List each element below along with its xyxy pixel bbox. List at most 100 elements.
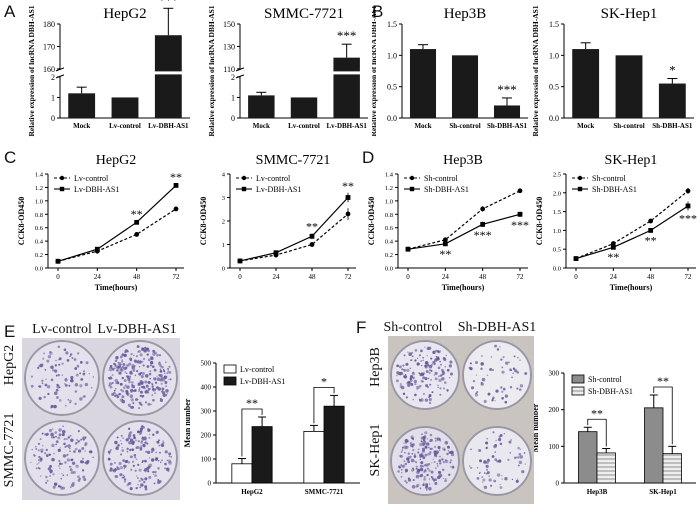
y-tick-label: 1.2 xyxy=(35,185,43,192)
panel-label-f: F xyxy=(356,318,367,337)
series-line xyxy=(57,184,177,262)
chart-c-hepg2: HepG2 CCK8-OD450 Time(hours) 0.0 0.2 0.4 0.6 0.… xyxy=(8,150,188,310)
x-tick-label: Mock xyxy=(253,122,270,130)
y-tick-label: 0.4 xyxy=(35,239,44,246)
data-point xyxy=(442,241,448,247)
significance-marker: *** xyxy=(679,211,697,225)
axis-break-gap xyxy=(236,69,244,76)
x-tick-label: Sh-control xyxy=(613,122,644,130)
panel-label-c: C xyxy=(4,148,17,167)
legend-marker xyxy=(577,186,583,192)
dish-hepg2-lv-dbh-as1 xyxy=(102,340,178,416)
legend-label: Lv-control xyxy=(240,365,275,374)
bar xyxy=(572,49,600,118)
y-axis-label: Relative expression of lncRNA DBH-AS1 xyxy=(27,5,36,136)
y-tick-label: 0.8 xyxy=(385,212,393,219)
y-tick-label: 200 xyxy=(201,432,212,440)
x-tick-label: 48 xyxy=(647,273,655,281)
data-point xyxy=(685,188,691,194)
y-axis-label: CCK8-OD450 xyxy=(17,197,26,245)
x-tick-label: Hep3B xyxy=(587,488,608,496)
y-axis-label: CCK8-OD450 xyxy=(367,197,376,245)
x-tick-label: 48 xyxy=(133,273,141,281)
significance-marker: * xyxy=(669,63,676,78)
bar xyxy=(596,452,616,484)
legend-label: Sh-DBH-AS1 xyxy=(588,387,633,396)
dish-colonies xyxy=(102,420,178,496)
y-tick-label: 3 xyxy=(222,195,225,202)
legend-label: Lv-control xyxy=(256,174,291,183)
dish-colonies xyxy=(390,340,460,410)
y-tick-label: 1.0 xyxy=(35,198,43,205)
bar xyxy=(493,105,521,118)
x-tick-label: 0 xyxy=(56,273,60,281)
x-tick-label: 72 xyxy=(345,273,353,281)
data-point xyxy=(309,242,315,247)
bar-break xyxy=(332,71,361,75)
y-tick-label: 0 xyxy=(231,114,235,123)
dish-colonies xyxy=(102,340,178,416)
bar xyxy=(323,405,345,484)
bar xyxy=(644,407,664,484)
series-line xyxy=(239,197,349,262)
y-tick-label: 1 xyxy=(231,93,235,102)
y-tick-label: 1.5 xyxy=(549,20,559,29)
x-tick-label: 48 xyxy=(309,273,317,281)
y-tick-label: 150 xyxy=(223,20,235,29)
legend-marker xyxy=(577,175,583,181)
x-tick-label: HepG2 xyxy=(241,488,263,496)
significance-bracket xyxy=(587,418,607,447)
chart-title: Hep3B xyxy=(444,6,487,22)
y-tick-label: 2 xyxy=(231,73,235,82)
colony-photo-e xyxy=(22,338,180,500)
chart-title: Hep3B xyxy=(443,153,483,168)
y-tick-label: 0.0 xyxy=(549,114,559,123)
chart-b-skhep1: SK-Hep1 Relative expression of lncRNA DBH… xyxy=(531,0,700,140)
y-tick-label: 0 xyxy=(208,480,212,488)
axis-break-mark xyxy=(55,67,65,72)
x-tick-label: Sh-DBH-AS1 xyxy=(487,122,528,130)
y-axis-label: Mean number xyxy=(532,403,540,452)
series-line xyxy=(407,190,521,250)
y-tick-label: 1.2 xyxy=(385,185,393,192)
y-axis-label: CCK8-OD450 xyxy=(535,197,544,245)
data-point xyxy=(173,206,179,212)
y-tick-label: 300 xyxy=(549,370,560,378)
y-axis-label: CCK8-OD450 xyxy=(199,197,208,245)
y-tick-label: 0.0 xyxy=(35,266,43,273)
data-point xyxy=(94,246,100,252)
bar xyxy=(111,97,139,118)
y-tick-label: 2.5 xyxy=(553,172,561,179)
dish-colonies xyxy=(24,340,100,416)
legend-marker xyxy=(59,175,65,181)
x-tick-label: 0 xyxy=(238,273,242,281)
chart-c-smmc7721: SMMC-7721 CCK8-OD450 0 1 2 3 4 0 24 48 72 Lv-contro… xyxy=(190,150,362,310)
chart-d-skhep1: SK-Hep1 CCK8-OD450 Time(hours) 0.0 0.5 1.0 1.5… xyxy=(532,150,700,310)
chart-title: SMMC-7721 xyxy=(256,153,331,168)
legend-label: Lv-DBH-AS1 xyxy=(74,185,119,194)
dish-hepg2-lv-control xyxy=(24,340,100,416)
data-point xyxy=(173,183,179,188)
legend-label: Sh-control xyxy=(592,174,627,183)
axis-break-gap xyxy=(56,69,64,76)
y-tick-label: 2.0 xyxy=(553,190,561,197)
significance-bracket xyxy=(653,386,673,445)
data-point xyxy=(480,206,486,212)
y-tick-label: 1.0 xyxy=(387,51,397,60)
significance-marker: *** xyxy=(474,228,492,242)
data-point xyxy=(405,246,411,252)
y-axis-label: Relative expression of lncRNA DBH-AS1 xyxy=(372,5,378,136)
legend-marker xyxy=(409,175,415,181)
legend-marker xyxy=(59,186,65,192)
significance-marker: ** xyxy=(342,179,354,193)
dish-colonies xyxy=(390,426,460,496)
chart-f-colony-count: Mean number 0 100 200 300 Hep3B SK-Hep1 ** ** Sh-… xyxy=(531,345,700,507)
dish-hep3b-sh-dbh-as1 xyxy=(462,340,532,410)
x-tick-label: Mock xyxy=(414,122,431,130)
dish-skhep1-sh-control xyxy=(390,426,460,496)
legend-swatch xyxy=(223,364,237,374)
photo-f-col1-label: Sh-control xyxy=(383,320,443,335)
y-tick-label: 100 xyxy=(549,443,560,451)
y-tick-label: 1 xyxy=(51,93,55,102)
series-line xyxy=(57,208,177,262)
